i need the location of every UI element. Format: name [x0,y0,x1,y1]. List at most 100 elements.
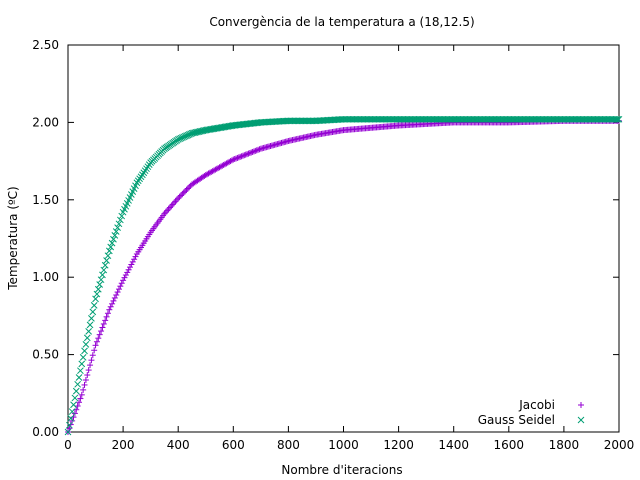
data-point [79,354,87,361]
data-point [112,228,120,235]
data-point [110,297,117,304]
legend-marker [577,416,585,424]
x-tick-label: 800 [277,438,300,452]
data-point [78,391,85,398]
data-point [88,357,95,364]
data-point [71,410,78,417]
data-point [71,394,79,402]
series-gauss-seidel [64,115,623,436]
data-point [244,151,251,158]
y-axis-label: Temperatura (ºC) [6,186,20,290]
data-point [94,285,102,293]
data-point [66,421,73,429]
data-point [179,191,186,198]
data-point [105,247,113,255]
data-point [72,387,80,395]
data-point [184,185,191,192]
data-point [78,360,86,368]
data-point [169,201,176,208]
data-point [64,428,72,436]
data-point [104,252,112,260]
data-point [239,152,246,159]
data-point [171,199,178,206]
data-point [115,286,122,293]
x-tick-label: 600 [222,438,245,452]
data-point [237,153,244,160]
data-point [615,115,623,123]
data-point [92,295,99,303]
data-point [96,281,104,288]
legend-label: Jacobi [518,398,555,412]
x-tick-label: 400 [167,438,190,452]
data-point [111,294,118,301]
x-tick-label: 1000 [328,438,359,452]
data-point [121,274,128,281]
data-point [177,192,184,199]
data-point [98,328,105,335]
chart-title: Convergència de la temperatura a (18,12.… [209,15,474,29]
data-point [107,243,115,251]
series-jacobi [65,117,622,435]
data-point [87,362,94,369]
data-point [117,283,124,290]
data-point [128,261,135,268]
data-point [85,367,92,374]
data-point [107,303,114,310]
data-point [131,256,138,263]
data-point [256,146,263,153]
data-point [129,258,136,265]
data-points [64,115,623,436]
data-point [95,335,102,342]
data-point [77,395,84,402]
data-point [245,150,252,157]
data-point [70,401,77,409]
data-point [109,300,116,307]
data-point [228,157,235,164]
data-point [234,154,241,161]
y-tick-label: 1.00 [32,270,59,284]
data-point [118,280,125,287]
data-point [118,212,126,220]
data-point [85,328,93,335]
data-point [168,202,175,209]
x-axis-label: Nombre d'iteracions [281,463,402,477]
data-point [82,376,89,383]
x-tick-label: 1600 [494,438,525,452]
data-point [93,290,101,298]
data-point [175,195,182,202]
data-point [162,209,169,216]
data-point [92,342,99,349]
data-point [102,317,109,324]
data-point [113,292,120,299]
x-tick-label: 2000 [604,438,635,452]
y-tick-label: 2.00 [32,115,59,129]
data-point [242,151,249,158]
y-tick-label: 2.50 [32,38,59,52]
plot-area [67,44,620,433]
x-tick-label: 1400 [438,438,469,452]
data-point [120,277,127,284]
x-tick-label: 0 [64,438,72,452]
data-point [252,147,259,154]
data-point [89,308,97,316]
data-point [126,264,133,271]
data-point [230,156,237,163]
data-point [91,347,98,354]
data-point [180,189,187,196]
legend-marker [578,402,584,408]
data-point [612,115,620,123]
data-point [106,306,113,313]
data-point [81,381,88,388]
data-point [132,253,139,260]
data-point [164,207,171,214]
x-tick-label: 200 [112,438,135,452]
data-point [249,148,256,155]
data-point [125,266,132,273]
y-tick-label: 0.50 [32,348,59,362]
data-point [235,154,242,161]
data-point [100,320,107,327]
data-point [80,386,87,393]
data-point [231,156,238,163]
data-point [101,261,109,269]
